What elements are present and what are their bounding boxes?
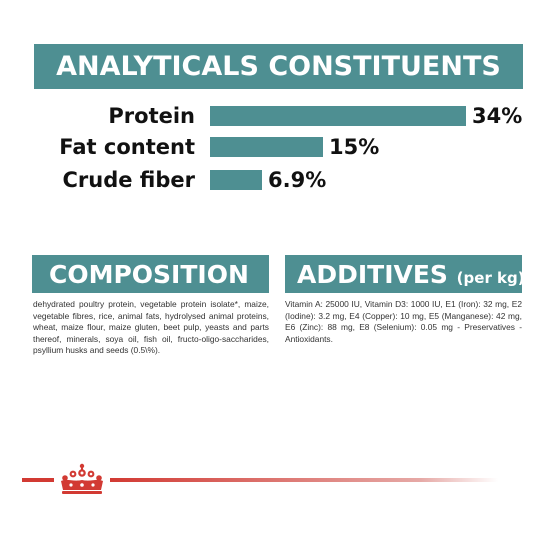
additives-title: ADDITIVES bbox=[297, 260, 448, 289]
fat-content-value: 15% bbox=[329, 135, 380, 159]
composition-banner: COMPOSITION bbox=[32, 255, 269, 293]
footer-divider-right bbox=[110, 478, 498, 482]
protein-row: Protein bbox=[0, 104, 195, 128]
crude-fiber-row: Crude fiber bbox=[0, 168, 195, 192]
analytics-title: ANALYTICALS CONSTITUENTS bbox=[56, 51, 501, 82]
composition-text: dehydrated poultry protein, vegetable pr… bbox=[33, 299, 269, 355]
crown-icon bbox=[61, 463, 103, 494]
analytics-banner: ANALYTICALS CONSTITUENTS bbox=[34, 44, 523, 89]
protein-label: Protein bbox=[108, 104, 195, 128]
fat-content-label: Fat content bbox=[59, 135, 195, 159]
composition-title: COMPOSITION bbox=[49, 260, 249, 289]
crude-fiber-value: 6.9% bbox=[268, 168, 327, 192]
additives-text: Vitamin A: 25000 IU, Vitamin D3: 1000 IU… bbox=[285, 299, 522, 344]
crude-fiber-bar bbox=[210, 170, 262, 190]
additives-title-suffix: (per kg) bbox=[456, 269, 525, 287]
fat-content-row: Fat content bbox=[0, 135, 195, 159]
crude-fiber-label: Crude fiber bbox=[62, 168, 195, 192]
additives-banner: ADDITIVES (per kg) bbox=[285, 255, 525, 293]
protein-value: 34% bbox=[472, 104, 523, 128]
fat-content-bar bbox=[210, 137, 323, 157]
protein-bar bbox=[210, 106, 466, 126]
footer-divider-left bbox=[22, 478, 54, 482]
